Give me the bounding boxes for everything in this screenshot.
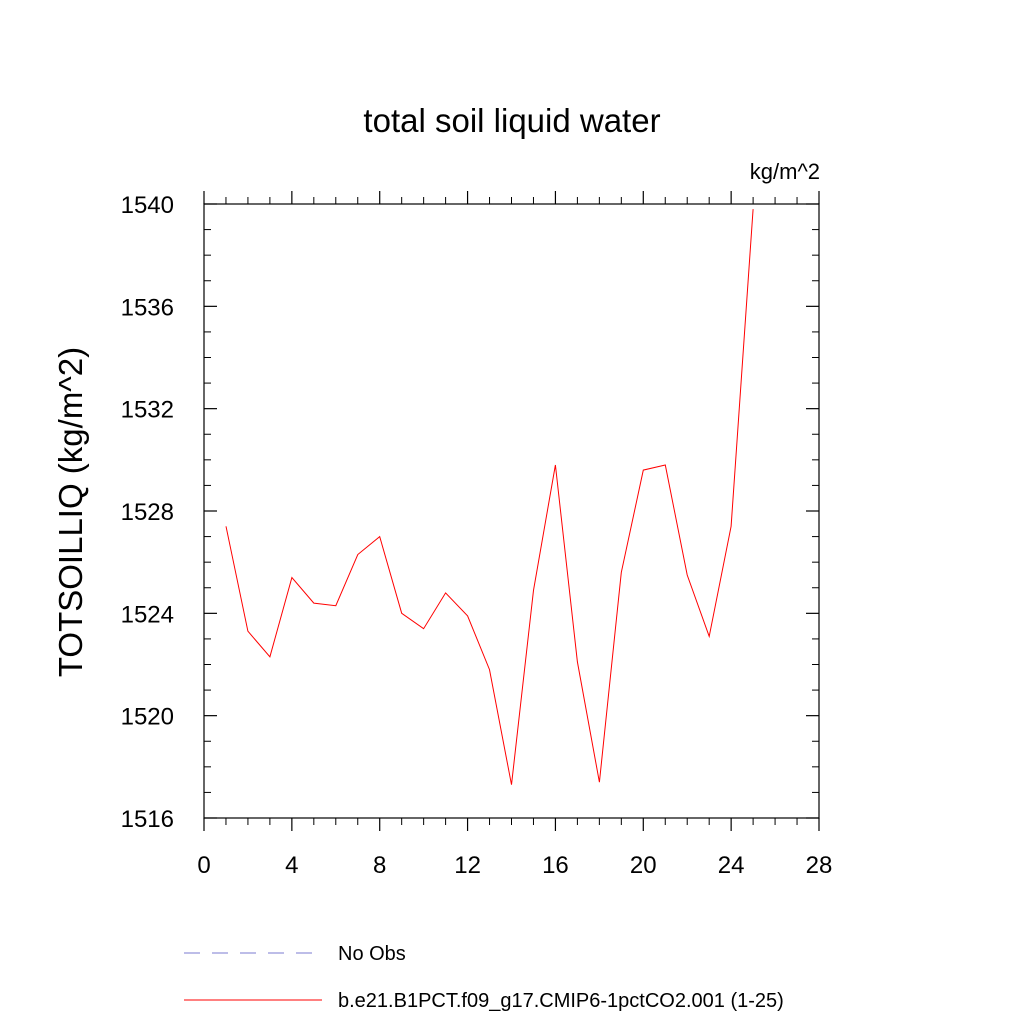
x-tick-label: 0	[197, 852, 210, 879]
x-tick-label: 4	[285, 852, 298, 879]
plot-frame	[203, 203, 820, 819]
x-tick-label: 24	[718, 852, 745, 879]
series-line	[225, 209, 754, 785]
y-axis-label: TOTSOILLIQ (kg/m^2)	[52, 347, 89, 677]
y-tick-label: 1524	[121, 601, 174, 628]
y-tick-label: 1528	[121, 499, 174, 526]
y-tick-label: 1532	[121, 397, 174, 424]
series-layer	[225, 209, 754, 785]
legend-label-no-obs: No Obs	[338, 943, 406, 965]
y-tick-labels: 1516 1520 1524 1528 1532 1536 1540	[121, 192, 174, 833]
y-tick-label: 1516	[121, 806, 174, 833]
legend-label-model-run: b.e21.B1PCT.f09_g17.CMIP6-1pctCO2.001 (1…	[338, 990, 784, 1012]
y-tick-label: 1536	[121, 294, 174, 321]
y-tick-label: 1520	[121, 704, 174, 731]
y-tick-label: 1540	[121, 192, 174, 219]
ticks-layer	[203, 191, 820, 831]
x-tick-label: 8	[373, 852, 386, 879]
x-tick-label: 20	[630, 852, 657, 879]
chart-title: total soil liquid water	[363, 102, 660, 139]
x-tick-label: 12	[454, 852, 481, 879]
units-label: kg/m^2	[750, 159, 820, 184]
legend: No Obs b.e21.B1PCT.f09_g17.CMIP6-1pctCO2…	[184, 943, 784, 1012]
x-tick-labels: 0 4 8 12 16 20 24 28	[197, 852, 832, 879]
x-tick-label: 16	[542, 852, 569, 879]
x-tick-label: 28	[806, 852, 833, 879]
